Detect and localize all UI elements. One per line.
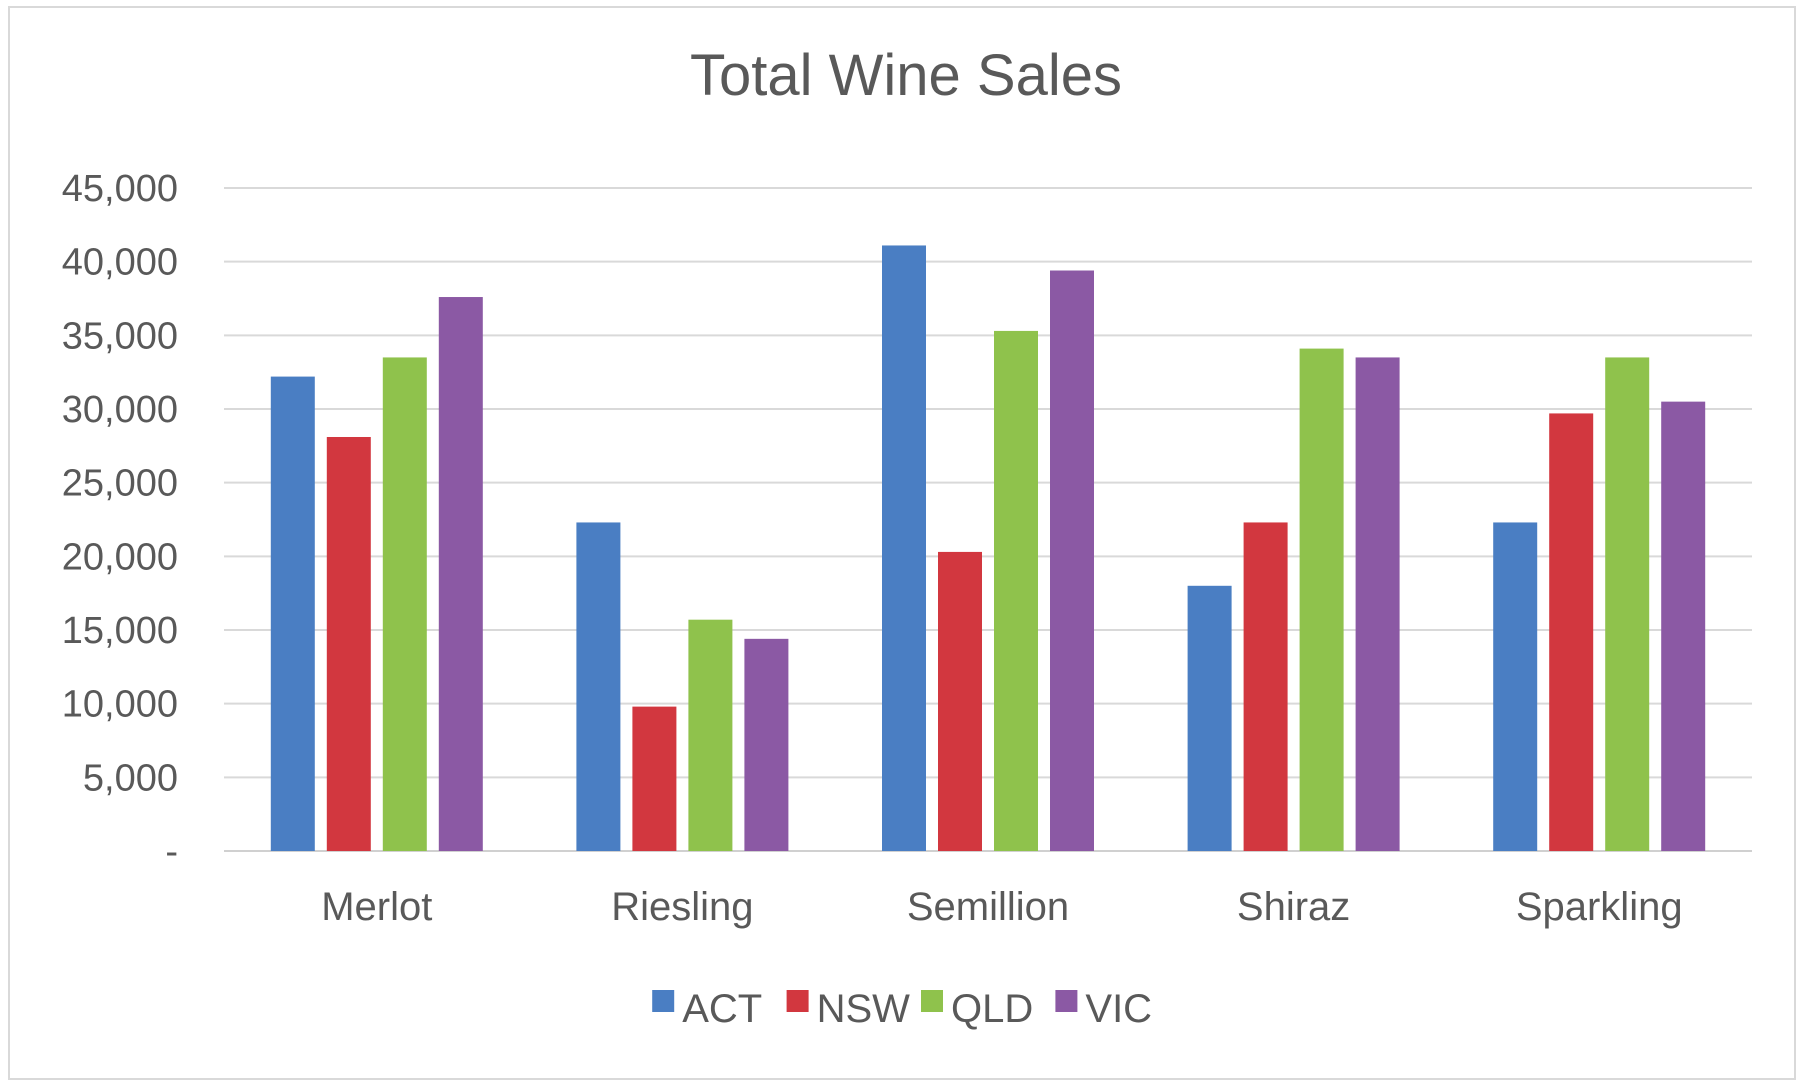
bar-vic-riesling — [744, 638, 789, 851]
y-tick-label: 35,000 — [62, 315, 178, 357]
bar-nsw-shiraz — [1243, 522, 1288, 851]
bar-chart: Total Wine Sales - 5,000 10,000 15,000 20,00… — [62, 43, 1752, 1031]
bar-qld-merlot — [382, 357, 427, 851]
y-tick-label: 15,000 — [62, 610, 178, 652]
bar-qld-shiraz — [1299, 348, 1344, 851]
y-tick-label: 30,000 — [62, 389, 178, 431]
bar-act-semillion — [882, 245, 926, 851]
y-tick-label: 20,000 — [62, 536, 178, 578]
bar-vic-sparkling — [1661, 401, 1706, 851]
x-axis-tick-labels: Merlot Riesling Semillion Shiraz Sparkling — [321, 885, 1682, 929]
bar-vic-merlot — [438, 297, 483, 851]
bar-vic-shiraz — [1355, 357, 1400, 851]
legend-swatch-qld — [921, 990, 943, 1012]
legend-swatch-vic — [1055, 990, 1078, 1012]
bar-qld-sparkling — [1605, 357, 1650, 851]
x-tick-label: Shiraz — [1237, 885, 1350, 929]
chart-title: Total Wine Sales — [690, 43, 1122, 108]
bars — [270, 245, 1706, 851]
bar-nsw-riesling — [632, 706, 677, 851]
x-tick-label: Merlot — [321, 885, 432, 929]
y-tick-label: 10,000 — [62, 684, 178, 726]
x-tick-label: Sparkling — [1516, 885, 1683, 929]
bar-act-merlot — [270, 376, 315, 851]
bar-act-riesling — [576, 522, 621, 851]
legend: ACT NSW QLD VIC — [652, 987, 1152, 1031]
y-axis-tick-labels: - 5,000 10,000 15,000 20,000 25,000 30,000 35,0… — [62, 168, 178, 873]
y-tick-label: - — [165, 831, 178, 873]
legend-swatch-act — [652, 990, 675, 1012]
legend-label-vic: VIC — [1085, 987, 1152, 1031]
legend-swatch-nsw — [786, 990, 809, 1012]
y-tick-label: 25,000 — [62, 463, 178, 505]
y-tick-label: 40,000 — [62, 242, 178, 284]
x-tick-label: Semillion — [907, 885, 1069, 929]
y-tick-label: 5,000 — [83, 757, 178, 799]
legend-label-nsw: NSW — [817, 987, 911, 1031]
bar-qld-semillion — [994, 330, 1038, 851]
x-tick-label: Riesling — [611, 885, 753, 929]
legend-label-qld: QLD — [951, 987, 1033, 1031]
bar-nsw-merlot — [326, 436, 371, 851]
bar-vic-semillion — [1050, 270, 1094, 851]
y-tick-label: 45,000 — [62, 168, 178, 210]
bar-nsw-sparkling — [1549, 413, 1594, 851]
chart-frame: Total Wine Sales - 5,000 10,000 15,000 20,00… — [8, 6, 1796, 1080]
legend-label-act: ACT — [682, 987, 762, 1031]
bar-act-shiraz — [1187, 585, 1232, 851]
bar-act-sparkling — [1493, 522, 1538, 851]
bar-nsw-semillion — [938, 551, 982, 851]
bar-qld-riesling — [688, 619, 733, 851]
